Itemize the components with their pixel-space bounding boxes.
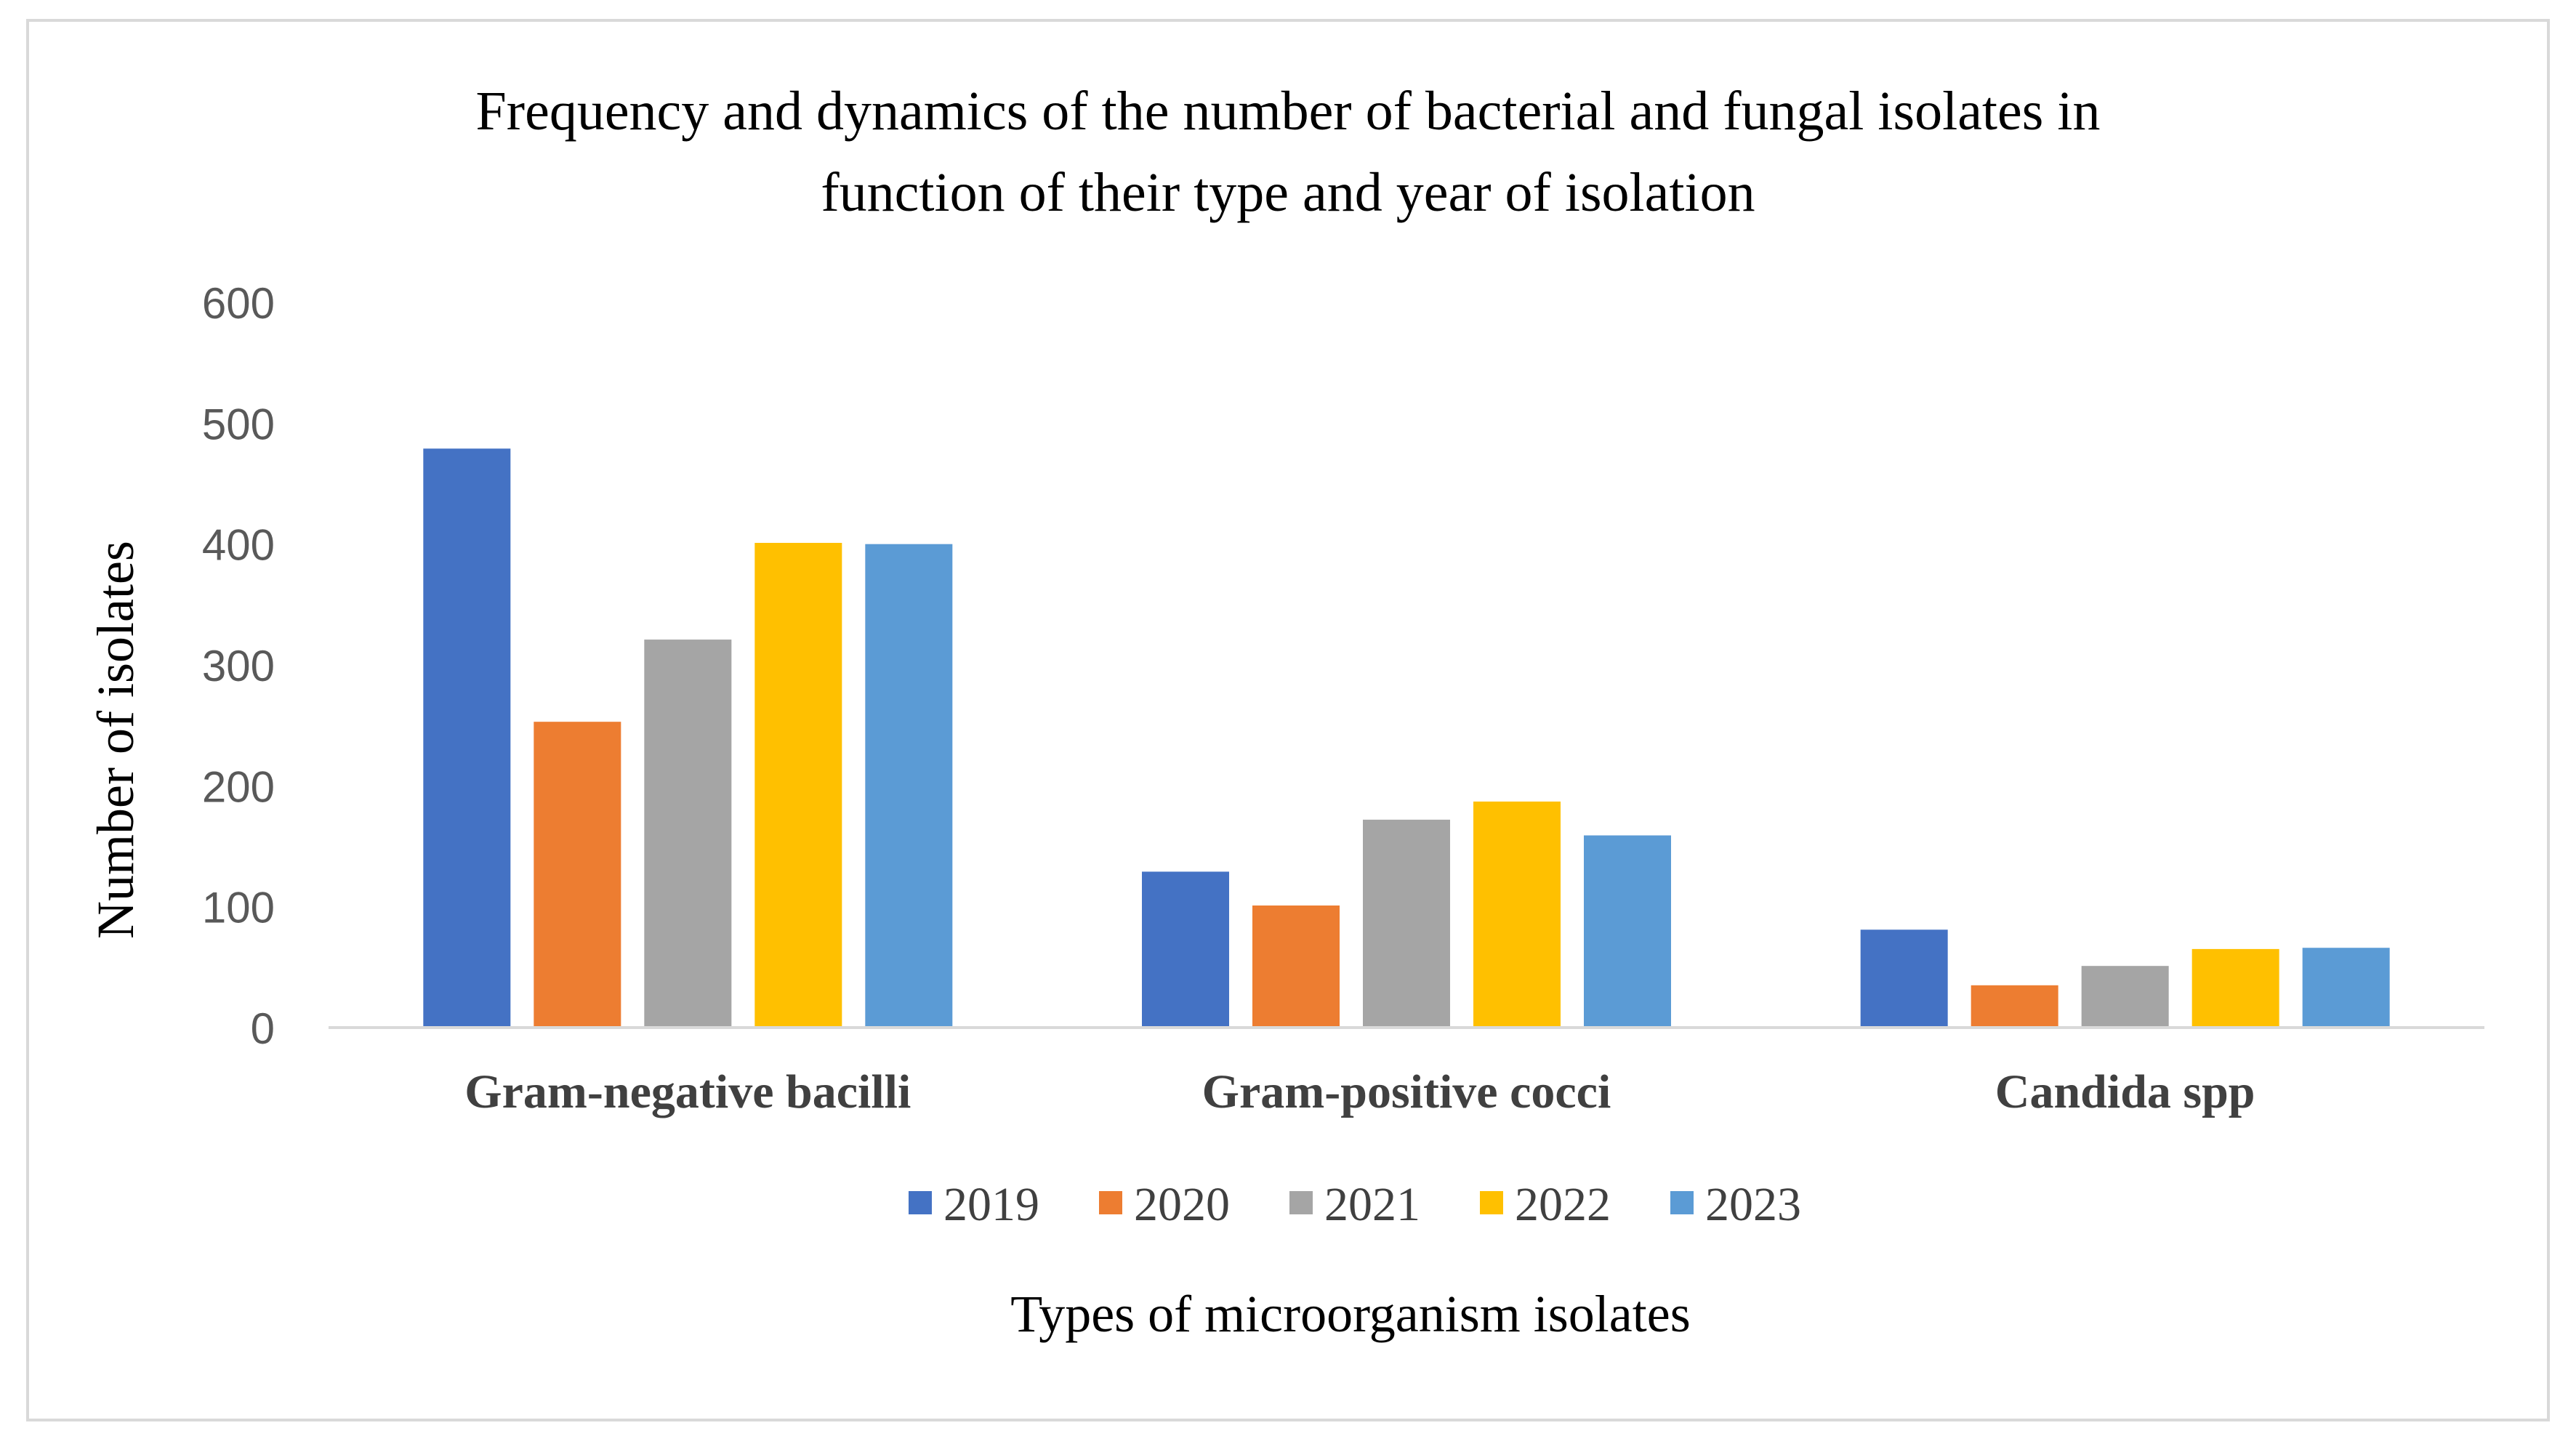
y-tick-label: 0 xyxy=(251,1004,275,1053)
legend-label-2019: 2019 xyxy=(943,1178,1039,1231)
legend-label-2023: 2023 xyxy=(1705,1178,1801,1231)
x-tick-label: Candida spp xyxy=(1995,1065,2255,1118)
legend-swatch-2021 xyxy=(1289,1191,1313,1214)
legend: 2019 2020 2021 2022 2023 xyxy=(909,1178,1801,1231)
x-axis-category-labels: Gram-negative bacilli Gram-positive cocci… xyxy=(464,1065,2255,1118)
bar-2020-candida-spp xyxy=(1971,985,2058,1028)
bar-2019-gram-positive-cocci xyxy=(1142,871,1229,1028)
y-tick-label: 600 xyxy=(202,279,275,328)
legend-swatch-2019 xyxy=(909,1191,932,1214)
bar-2020-gram-negative-bacilli xyxy=(534,722,621,1028)
bar-2022-candida-spp xyxy=(2191,948,2279,1028)
legend-label-2021: 2021 xyxy=(1324,1178,1420,1231)
bar-2022-gram-negative-bacilli xyxy=(754,543,842,1028)
y-tick-label: 500 xyxy=(202,400,275,448)
chart-title-line-2: function of their type and year of isola… xyxy=(821,162,1755,223)
legend-swatch-2020 xyxy=(1099,1191,1122,1214)
x-tick-label: Gram-negative bacilli xyxy=(464,1065,911,1118)
bar-2023-candida-spp xyxy=(2302,948,2390,1028)
legend-label-2020: 2020 xyxy=(1134,1178,1230,1231)
y-axis-label: Number of isolates xyxy=(86,541,145,939)
bar-2019-candida-spp xyxy=(1860,929,1948,1028)
bar-2021-gram-positive-cocci xyxy=(1363,819,1450,1028)
y-tick-label: 300 xyxy=(202,642,275,690)
chart-title: Frequency and dynamics of the number of … xyxy=(476,81,2101,223)
y-axis-ticks: 0 100 200 300 400 500 600 xyxy=(202,279,275,1053)
bar-2019-gram-negative-bacilli xyxy=(423,448,511,1028)
bars-group xyxy=(423,448,2390,1028)
y-tick-label: 100 xyxy=(202,884,275,932)
bar-2021-candida-spp xyxy=(2081,966,2169,1028)
bar-2023-gram-positive-cocci xyxy=(1584,835,1671,1028)
y-tick-label: 200 xyxy=(202,762,275,811)
chart-title-line-1: Frequency and dynamics of the number of … xyxy=(476,81,2101,142)
legend-swatch-2023 xyxy=(1670,1191,1694,1214)
bar-2023-gram-negative-bacilli xyxy=(865,544,953,1028)
bar-2021-gram-negative-bacilli xyxy=(644,640,732,1028)
bar-2022-gram-positive-cocci xyxy=(1473,801,1561,1028)
x-axis-label: Types of microorganism isolates xyxy=(1010,1285,1690,1343)
x-tick-label: Gram-positive cocci xyxy=(1202,1065,1611,1118)
y-tick-label: 400 xyxy=(202,521,275,570)
legend-swatch-2022 xyxy=(1480,1191,1503,1214)
bar-2020-gram-positive-cocci xyxy=(1252,905,1340,1028)
legend-label-2022: 2022 xyxy=(1515,1178,1611,1231)
